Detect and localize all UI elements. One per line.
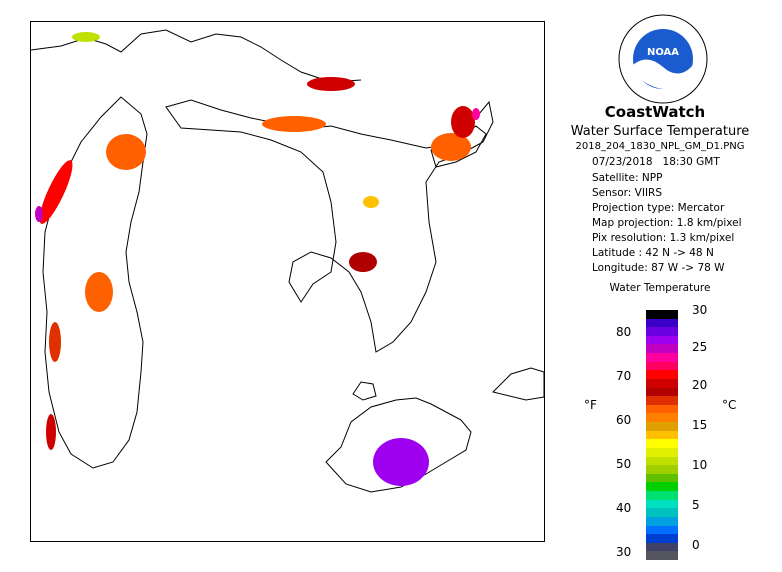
- color-swatch: [646, 387, 678, 397]
- color-swatch: [646, 318, 678, 328]
- color-swatch: [646, 465, 678, 475]
- f-tick: 30: [616, 545, 632, 559]
- date-time: 07/23/2018 18:30 GMT: [592, 156, 720, 168]
- c-tick: 20: [692, 378, 708, 392]
- color-swatch: [646, 542, 678, 552]
- map-projection: Map projection: 1.8 km/pixel: [592, 217, 742, 229]
- color-swatch: [646, 430, 678, 440]
- color-swatch: [646, 378, 678, 389]
- f-tick: 60: [616, 413, 632, 427]
- longitude: Longitude: 87 W -> 78 W: [592, 262, 725, 274]
- color-swatch: [646, 551, 678, 561]
- sensor: Sensor: VIIRS: [592, 187, 663, 199]
- color-swatch: [646, 534, 678, 544]
- date: 07/23/2018: [592, 156, 653, 168]
- lake-huron-shore: [165, 99, 494, 353]
- great-lakes-map: [31, 29, 544, 493]
- noaa-logo-icon: NOAA: [618, 14, 708, 104]
- color-swatch: [646, 473, 678, 483]
- c-tick: 10: [692, 458, 708, 472]
- f-tick: 80: [616, 325, 632, 339]
- color-swatch: [646, 508, 678, 518]
- latitude: Latitude : 42 N -> 48 N: [592, 247, 714, 259]
- color-swatch: [646, 335, 678, 345]
- f-tick: 50: [616, 457, 632, 471]
- product-title: Water Surface Temperature: [570, 124, 750, 139]
- c-tick: 0: [692, 538, 700, 552]
- unit-fahrenheit: °F: [584, 398, 597, 412]
- color-swatch: [646, 516, 678, 526]
- legend-title: Water Temperature: [609, 282, 711, 294]
- temperature-color-scale: [646, 310, 678, 561]
- color-swatch: [646, 370, 678, 380]
- color-swatch: [646, 482, 678, 492]
- lake-erie-shore: [325, 397, 472, 493]
- logo-text: NOAA: [647, 47, 679, 58]
- pix-resolution: Pix resolution: 1.3 km/pixel: [592, 232, 735, 244]
- c-tick: 5: [692, 498, 700, 512]
- color-swatch: [646, 439, 678, 449]
- satellite: Satellite: NPP: [592, 172, 663, 184]
- projection-type: Projection type: Mercator: [592, 202, 725, 214]
- c-tick: 25: [692, 340, 708, 354]
- color-swatch: [646, 353, 678, 363]
- time: 18:30 GMT: [662, 156, 720, 168]
- color-swatch: [646, 361, 678, 371]
- color-swatch: [646, 344, 678, 354]
- color-swatch: [646, 447, 678, 458]
- file-name: 2018_204_1830_NPL_GM_D1.PNG: [575, 141, 745, 152]
- color-swatch: [646, 456, 678, 466]
- c-tick: 15: [692, 418, 708, 432]
- color-swatch: [646, 404, 678, 414]
- map-area: [30, 21, 545, 542]
- color-swatch: [646, 396, 678, 406]
- color-swatch: [646, 499, 678, 509]
- lake-ontario-shore: [492, 367, 544, 401]
- c-tick: 30: [692, 303, 708, 317]
- brand-title: CoastWatch: [604, 103, 706, 121]
- color-swatch: [646, 327, 678, 337]
- color-swatch: [646, 413, 678, 423]
- unit-celsius: °C: [722, 398, 737, 412]
- lake-st-clair-shore: [352, 381, 377, 401]
- color-swatch: [646, 491, 678, 501]
- color-swatch: [646, 422, 678, 432]
- f-tick: 40: [616, 501, 632, 515]
- color-swatch: [646, 525, 678, 535]
- f-tick: 70: [616, 369, 632, 383]
- color-swatch: [646, 310, 678, 320]
